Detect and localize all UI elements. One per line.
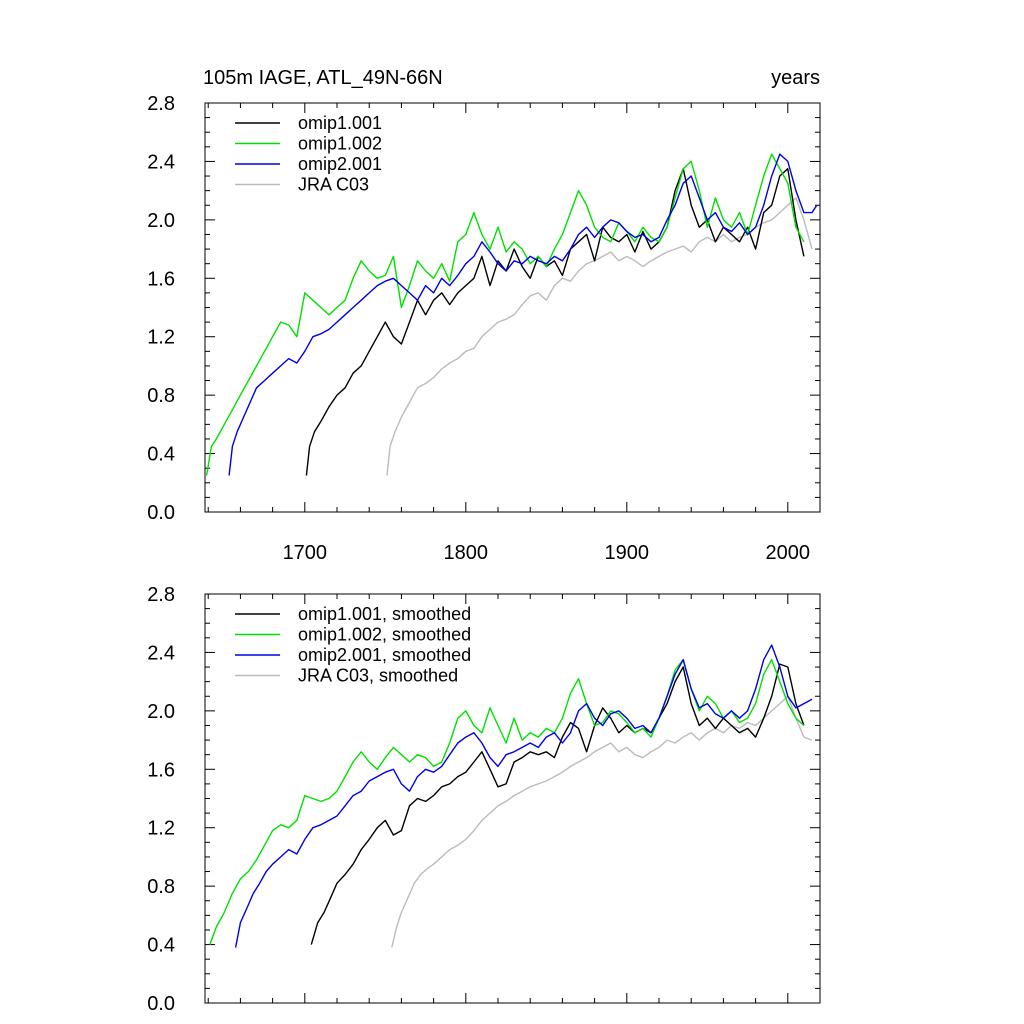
x-tick-label: 2000: [766, 542, 811, 564]
legend-label: JRA C03, smoothed: [298, 666, 458, 686]
x-tick-label: 1800: [444, 542, 489, 564]
y-tick-label: 0.4: [147, 935, 175, 957]
top-chart-axes: 0.0 0.4 0.8 1.2 1.6 2.0 2.4 2.8 1700 1800 1900 2000: [147, 93, 821, 564]
y-tick-label: 1.2: [147, 327, 175, 349]
series-line-1: [305, 168, 805, 476]
y-tick-label: 2.0: [147, 210, 175, 232]
bottom-chart-series: [209, 644, 813, 948]
x-tick-label: 1700: [283, 542, 328, 564]
legend-label: omip1.001, smoothed: [298, 604, 471, 624]
series-line-2: [205, 153, 805, 476]
series-line-2: [209, 659, 805, 945]
y-tick-label: 2.4: [147, 151, 175, 173]
legend-label: omip2.001, smoothed: [298, 645, 471, 665]
y-tick-label: 1.6: [147, 759, 175, 781]
top-chart-panel: 105m IAGE, ATL_49N-66N years 0.0 0.4 0.8 1.…: [147, 67, 821, 564]
y-tick-label: 2.8: [147, 584, 175, 606]
bottom-chart-axes: 0.0 0.4 0.8 1.2 1.6 2.0 2.4 2.8: [147, 584, 821, 1015]
legend-label: omip2.001: [298, 154, 382, 174]
y-tick-label: 0.8: [147, 876, 175, 898]
y-tick-label: 1.6: [147, 268, 175, 290]
series-line-4: [391, 695, 813, 948]
legend-label: omip1.002, smoothed: [298, 625, 471, 645]
legend-label: omip1.002: [298, 134, 382, 154]
legend-label: JRA C03: [298, 175, 369, 195]
y-tick-label: 2.4: [147, 642, 175, 664]
y-tick-label: 0.8: [147, 385, 175, 407]
bottom-chart-panel: 0.0 0.4 0.8 1.2 1.6 2.0 2.4 2.8 omip1.001, smoo…: [147, 584, 821, 1015]
top-chart-series: [205, 153, 818, 476]
chart-units: years: [771, 67, 820, 89]
chart-title: 105m IAGE, ATL_49N-66N: [203, 67, 443, 89]
series-line-1: [310, 663, 805, 945]
y-tick-label: 2.8: [147, 93, 175, 115]
y-tick-label: 1.2: [147, 818, 175, 840]
y-tick-label: 0.0: [147, 993, 175, 1015]
x-tick-label: 1900: [605, 542, 650, 564]
y-tick-label: 0.0: [147, 502, 175, 524]
y-tick-label: 0.4: [147, 444, 175, 466]
series-line-3: [234, 644, 813, 948]
legend-label: omip1.001: [298, 113, 382, 133]
y-tick-label: 2.0: [147, 701, 175, 723]
series-line-3: [228, 153, 818, 476]
